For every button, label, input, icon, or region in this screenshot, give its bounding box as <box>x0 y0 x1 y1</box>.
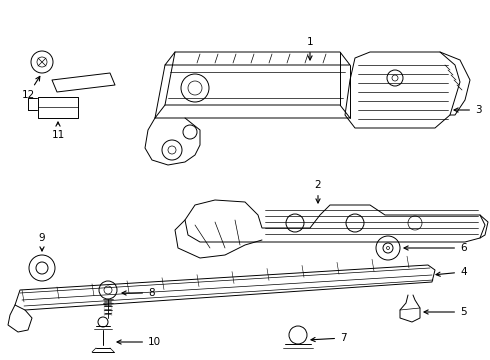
Text: 6: 6 <box>404 243 466 253</box>
Text: 12: 12 <box>22 76 40 100</box>
Text: 10: 10 <box>117 337 161 347</box>
Text: 3: 3 <box>454 105 482 115</box>
Text: 5: 5 <box>424 307 466 317</box>
Text: 9: 9 <box>39 233 45 251</box>
Text: 8: 8 <box>122 288 155 298</box>
Text: 1: 1 <box>307 37 313 60</box>
Text: 4: 4 <box>436 267 466 277</box>
Text: 11: 11 <box>51 122 65 140</box>
Text: 7: 7 <box>311 333 346 343</box>
Text: 2: 2 <box>315 180 321 203</box>
